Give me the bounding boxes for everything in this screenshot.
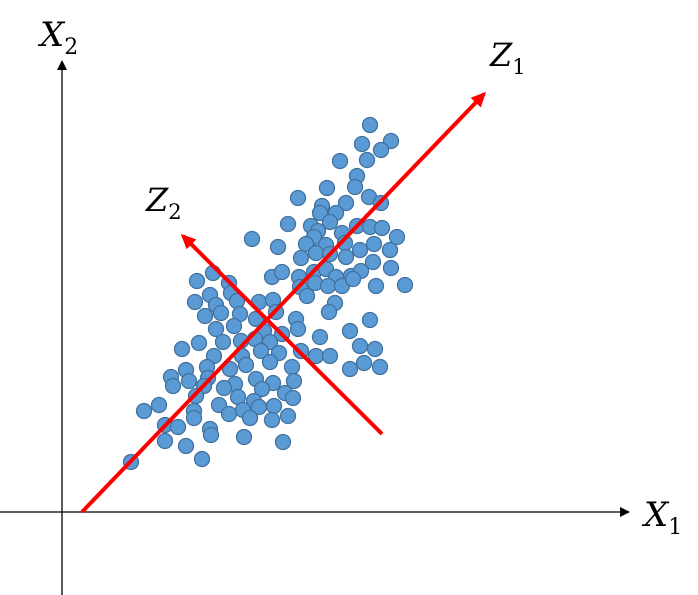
data-point bbox=[321, 213, 339, 231]
z2-label: Z2 bbox=[145, 181, 182, 224]
data-point bbox=[279, 407, 297, 425]
data-point bbox=[221, 360, 239, 378]
data-point bbox=[382, 132, 400, 150]
x1-axis-label: X1 bbox=[641, 495, 682, 540]
data-point bbox=[355, 354, 373, 372]
data-point bbox=[284, 389, 302, 407]
data-point bbox=[164, 377, 182, 395]
data-point bbox=[396, 276, 414, 294]
data-point bbox=[358, 151, 376, 169]
data-point bbox=[185, 409, 203, 427]
data-point bbox=[297, 235, 315, 253]
data-point bbox=[225, 317, 243, 335]
data-point bbox=[366, 340, 384, 358]
data-point bbox=[307, 244, 325, 262]
data-point bbox=[351, 337, 369, 355]
z1-label: Z1 bbox=[489, 36, 526, 79]
data-point bbox=[210, 396, 228, 414]
data-point bbox=[353, 135, 371, 153]
data-point bbox=[311, 204, 329, 222]
data-point bbox=[273, 263, 291, 281]
data-point bbox=[279, 215, 297, 233]
data-point bbox=[364, 253, 382, 271]
data-point bbox=[344, 270, 362, 288]
data-point bbox=[371, 358, 389, 376]
data-point bbox=[247, 310, 265, 328]
data-point bbox=[196, 307, 214, 325]
data-point bbox=[188, 272, 206, 290]
data-point bbox=[319, 277, 337, 295]
data-point bbox=[365, 235, 383, 253]
data-point bbox=[150, 396, 168, 414]
data-point bbox=[212, 304, 230, 322]
data-point bbox=[235, 428, 253, 446]
data-point bbox=[285, 372, 303, 390]
data-point bbox=[202, 426, 220, 444]
data-point bbox=[241, 409, 259, 427]
data-point bbox=[253, 380, 271, 398]
data-point bbox=[292, 249, 310, 267]
data-point bbox=[190, 334, 208, 352]
data-point bbox=[283, 358, 301, 376]
data-point bbox=[215, 379, 233, 397]
data-point bbox=[156, 432, 174, 450]
data-point bbox=[372, 141, 390, 159]
data-point bbox=[220, 405, 238, 423]
x2-axis-label: X2 bbox=[37, 15, 78, 60]
data-point bbox=[373, 219, 391, 237]
data-point bbox=[346, 178, 364, 196]
data-point bbox=[321, 347, 339, 365]
data-point bbox=[177, 437, 195, 455]
data-point bbox=[252, 342, 270, 360]
data-point bbox=[331, 152, 349, 170]
data-point bbox=[237, 356, 255, 374]
data-point bbox=[311, 328, 329, 346]
data-point bbox=[274, 433, 292, 451]
data-point bbox=[388, 228, 406, 246]
data-point bbox=[169, 418, 187, 436]
data-point bbox=[351, 241, 369, 259]
data-point bbox=[269, 238, 287, 256]
data-point bbox=[243, 230, 261, 248]
data-point bbox=[298, 287, 316, 305]
data-point bbox=[361, 116, 379, 134]
data-point bbox=[180, 372, 198, 390]
data-point bbox=[361, 311, 379, 329]
data-point bbox=[261, 353, 279, 371]
data-point bbox=[337, 194, 355, 212]
data-point bbox=[289, 189, 307, 207]
z1-component-arrow bbox=[80, 91, 487, 514]
data-point bbox=[193, 450, 211, 468]
data-point bbox=[135, 402, 153, 420]
data-point bbox=[263, 411, 281, 429]
data-point bbox=[289, 320, 307, 338]
z2-component-arrow bbox=[180, 233, 384, 436]
data-point bbox=[214, 333, 232, 351]
data-point bbox=[382, 259, 400, 277]
data-point bbox=[318, 179, 336, 197]
data-point bbox=[320, 303, 338, 321]
data-points bbox=[122, 116, 414, 471]
data-point bbox=[381, 241, 399, 259]
data-point bbox=[341, 322, 359, 340]
data-point bbox=[265, 397, 283, 415]
data-point bbox=[367, 277, 385, 295]
data-point bbox=[341, 360, 359, 378]
data-point bbox=[173, 340, 191, 358]
data-point bbox=[207, 320, 225, 338]
data-point bbox=[337, 248, 355, 266]
data-point bbox=[186, 293, 204, 311]
